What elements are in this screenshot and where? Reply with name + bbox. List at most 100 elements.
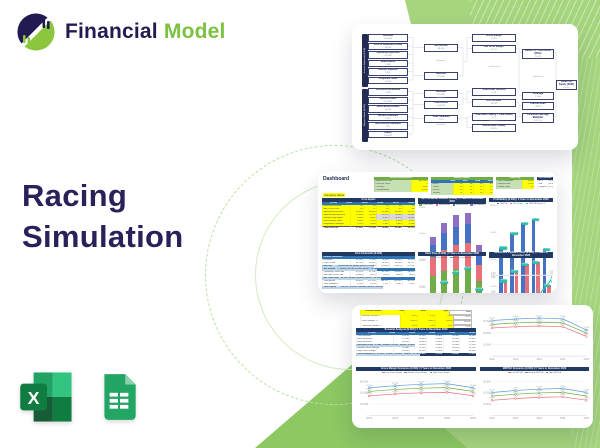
table-row: EBITDA 28,096 34,210 38,455 40,118 27,304 bbox=[322, 264, 374, 268]
season-inputs-header: Season Inputs bbox=[431, 177, 493, 181]
svg-text:10,000: 10,000 bbox=[360, 402, 369, 406]
table-row: Denomination $ 000 bbox=[374, 189, 428, 193]
tree-box-label: Current Assets bbox=[379, 96, 397, 100]
company-name: Company Name bbox=[323, 192, 346, 197]
svg-text:-: - bbox=[490, 355, 491, 358]
tree-box: Leverage 1.354 bbox=[522, 92, 554, 100]
svg-text:30,000: 30,000 bbox=[483, 379, 491, 383]
tree-boxes: Revenue 176,880 Cost of Revenue (COGS) 5… bbox=[352, 24, 578, 150]
tree-box-value: 21.7% bbox=[490, 49, 498, 52]
svg-text:19,700: 19,700 bbox=[536, 390, 542, 392]
table-row: Interest Rate 6.0% bbox=[496, 183, 534, 187]
svg-text:10,000: 10,000 bbox=[483, 342, 491, 346]
payback-line-chart: 40,00030,00020,00010,000-202220232024202… bbox=[491, 268, 553, 293]
table-row: Gross Profit 42,763 50,526 54,922 56,168 38,7… bbox=[322, 261, 415, 265]
svg-text:18,600: 18,600 bbox=[513, 391, 519, 393]
tree-box-value: 2,461 bbox=[385, 117, 391, 120]
table-row: Income Statement bbox=[322, 256, 415, 259]
svg-text:24,400: 24,400 bbox=[444, 385, 451, 387]
table-row: Total Revenue 61,090 72,180 78,460 80,240 55,… bbox=[322, 225, 415, 230]
table-row: High Gross Margin 24,200 26,100 27,300 27,90… bbox=[356, 349, 476, 353]
tree-box: Non-Current Assets 31,926 bbox=[368, 105, 408, 113]
svg-text:25,800: 25,800 bbox=[536, 323, 542, 325]
tree-box: Corporate Taxes 12,818 bbox=[368, 76, 408, 85]
tree-box: Non-Current Liabilities 118 bbox=[368, 122, 408, 130]
table-row: Total Equity 96,312 119,070 145,841 152,129 1… bbox=[322, 285, 383, 289]
tree-box-label: Revenue bbox=[436, 72, 446, 76]
flowchart-screenshot-card: Income Statement ($ 000) Balance Sheet (… bbox=[352, 24, 578, 150]
table-row: Races per Season 24 26 28 30 30 bbox=[322, 204, 415, 208]
tree-box: Total Debt / Equity + Total Assets 1.7% bbox=[472, 113, 516, 121]
table-row: Debtor Days 30 bbox=[496, 186, 534, 190]
product-title-line1: Racing bbox=[22, 178, 128, 213]
tree-box-value: 154,590 bbox=[437, 105, 445, 108]
tree-box: Total Asset Turnover 1.14 bbox=[472, 88, 516, 96]
table-row: Drivers 20 20 22 24 bbox=[431, 189, 493, 193]
tree-box-label: Operating Expenses bbox=[376, 51, 400, 55]
tree-box-value: 53,064 bbox=[384, 46, 392, 49]
tree-box-label: Total Liabilities bbox=[432, 115, 450, 119]
svg-text:21,000: 21,000 bbox=[366, 389, 373, 391]
table-row: Revenue 61,090 72,180 78,460 80,240 55,310 bbox=[322, 258, 415, 262]
svg-text:2025: 2025 bbox=[560, 357, 566, 361]
tree-box: Revenue 176,880 bbox=[424, 72, 458, 80]
tree-box-value: 176,880 bbox=[437, 76, 445, 79]
svg-text:22,800: 22,800 bbox=[392, 387, 399, 389]
revenue-scenarios-line-chart: 30,000 20,000 10,000 -2022 2023 2024 2025 2026 3… bbox=[483, 315, 589, 361]
table-row: Total Liabilities 2,108 2,235 2,371 2,461 2,5… bbox=[322, 282, 415, 286]
table-row: Broadcasting Rights 8,200 9,020 9,922 10,914… bbox=[322, 216, 415, 220]
core-inputs-title: Core Inputs bbox=[322, 198, 415, 202]
table-row: Gross Margin % 63.0% 66.0% 69.0% 66.0% bbox=[360, 319, 472, 325]
table-row: Teams 10 10 11 12 bbox=[431, 186, 493, 190]
tree-box: Current Ratio 49.85 bbox=[522, 102, 554, 110]
tree-box-label: Cost of Revenue (COGS) bbox=[373, 42, 403, 46]
svg-text:28,500: 28,500 bbox=[560, 320, 566, 322]
svg-text:2024: 2024 bbox=[536, 357, 542, 361]
tree-box-value: 176,880 bbox=[384, 38, 392, 41]
tree-box-value: 1,368 bbox=[385, 92, 391, 95]
brand-name-secondary: Model bbox=[163, 20, 226, 43]
payback-chart: Investment Payback Chart ($ 000) | 5 Yea… bbox=[489, 251, 553, 293]
tree-box-value: 63,158 bbox=[384, 55, 392, 58]
table-row: Forecast Years 5 bbox=[374, 183, 428, 187]
svg-text:30,000: 30,000 bbox=[483, 319, 491, 323]
connector-label: divided by bbox=[489, 120, 499, 122]
tree-box-value: 24.9% bbox=[534, 55, 542, 58]
table-row: Races 24 26 28 30 bbox=[431, 183, 493, 187]
svg-text:30,500: 30,500 bbox=[489, 318, 495, 320]
table-row: Medium Gross Margin 21,000 22,800 23,900 24,… bbox=[356, 346, 476, 350]
table-row: Gross Margin (Live)21,00022,80023,90024,… bbox=[356, 352, 421, 356]
scenario-analysis-title: Scenario Analysis ($ 000) | 5 Years to D… bbox=[356, 328, 476, 332]
revenue-chart-title: Top 5 Revenue Streams ($ 000) | 5 Years … bbox=[418, 197, 486, 204]
tree-box-label: Accounts Receivable bbox=[375, 88, 401, 92]
assumptions-table: Model Assumptions Model Start Date Jan 20… bbox=[374, 177, 428, 193]
svg-text:2026: 2026 bbox=[470, 416, 476, 420]
tree-box-value: 25.3% bbox=[563, 86, 570, 89]
svg-text:2022: 2022 bbox=[366, 416, 373, 420]
brand-name-primary: Financial bbox=[65, 20, 158, 43]
svg-text:27,300: 27,300 bbox=[418, 382, 425, 384]
tree-box-label: A/R Turnover bbox=[486, 99, 502, 103]
tree-box: Net Income 38,453 bbox=[424, 44, 458, 52]
tree-box: Cost of Revenue (COGS) 53,064 bbox=[368, 42, 408, 51]
connector-label: divided by bbox=[436, 97, 446, 99]
svg-text:31,800: 31,800 bbox=[513, 316, 519, 318]
tree-box-label: Return on Total Assets (ROA) bbox=[525, 49, 551, 56]
svg-text:20,200: 20,200 bbox=[560, 390, 566, 392]
tree-box: Gross margin 70.0% bbox=[472, 34, 516, 42]
product-title-line2: Simulation bbox=[22, 218, 184, 254]
table-row: Model Start Date Jan 2022 bbox=[374, 180, 428, 184]
tree-box-value: 101.7% bbox=[534, 119, 542, 122]
tree-box-label: Current Ratio bbox=[530, 102, 546, 106]
tree-box-value: 98.3% bbox=[490, 128, 498, 131]
table-row: Net Income 14,203 18,114 21,009 22,057 12,186 bbox=[322, 267, 378, 271]
tree-box-label: Net Income bbox=[434, 44, 448, 48]
svg-text:29,100: 29,100 bbox=[536, 319, 542, 321]
tree-box-label: Leverage bbox=[532, 92, 544, 96]
svg-text:20,000: 20,000 bbox=[483, 331, 491, 335]
svg-text:15,800: 15,800 bbox=[536, 395, 542, 397]
tree-box-value: 1.7% bbox=[491, 117, 497, 120]
core-financials-title: Core Financials ($ 000) bbox=[322, 252, 415, 256]
table-row: Currency USD bbox=[374, 186, 428, 190]
